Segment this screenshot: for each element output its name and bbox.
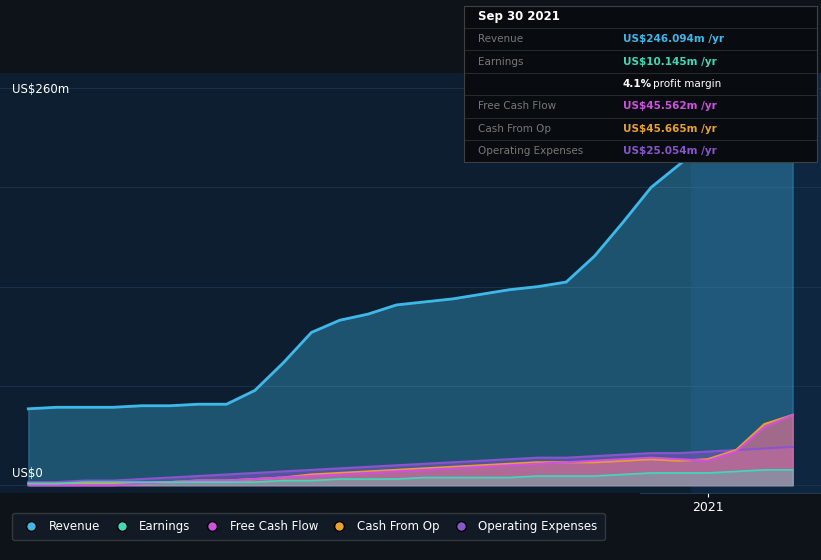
Text: Earnings: Earnings (478, 57, 524, 67)
Text: US$45.665m /yr: US$45.665m /yr (622, 124, 717, 134)
Text: Sep 30 2021: Sep 30 2021 (478, 10, 560, 24)
Text: Free Cash Flow: Free Cash Flow (478, 101, 556, 111)
Text: profit margin: profit margin (653, 79, 721, 89)
Text: Operating Expenses: Operating Expenses (478, 146, 583, 156)
Bar (690, 73, 821, 493)
Text: Cash From Op: Cash From Op (478, 124, 551, 134)
Text: US$45.562m /yr: US$45.562m /yr (622, 101, 717, 111)
Text: US$25.054m /yr: US$25.054m /yr (622, 146, 717, 156)
Text: US$260m: US$260m (12, 83, 70, 96)
Text: US$10.145m /yr: US$10.145m /yr (622, 57, 717, 67)
Text: Revenue: Revenue (478, 34, 523, 44)
Text: 4.1%: 4.1% (622, 79, 652, 89)
Text: US$0: US$0 (12, 467, 43, 480)
Text: US$246.094m /yr: US$246.094m /yr (622, 34, 724, 44)
Legend: Revenue, Earnings, Free Cash Flow, Cash From Op, Operating Expenses: Revenue, Earnings, Free Cash Flow, Cash … (12, 513, 605, 540)
